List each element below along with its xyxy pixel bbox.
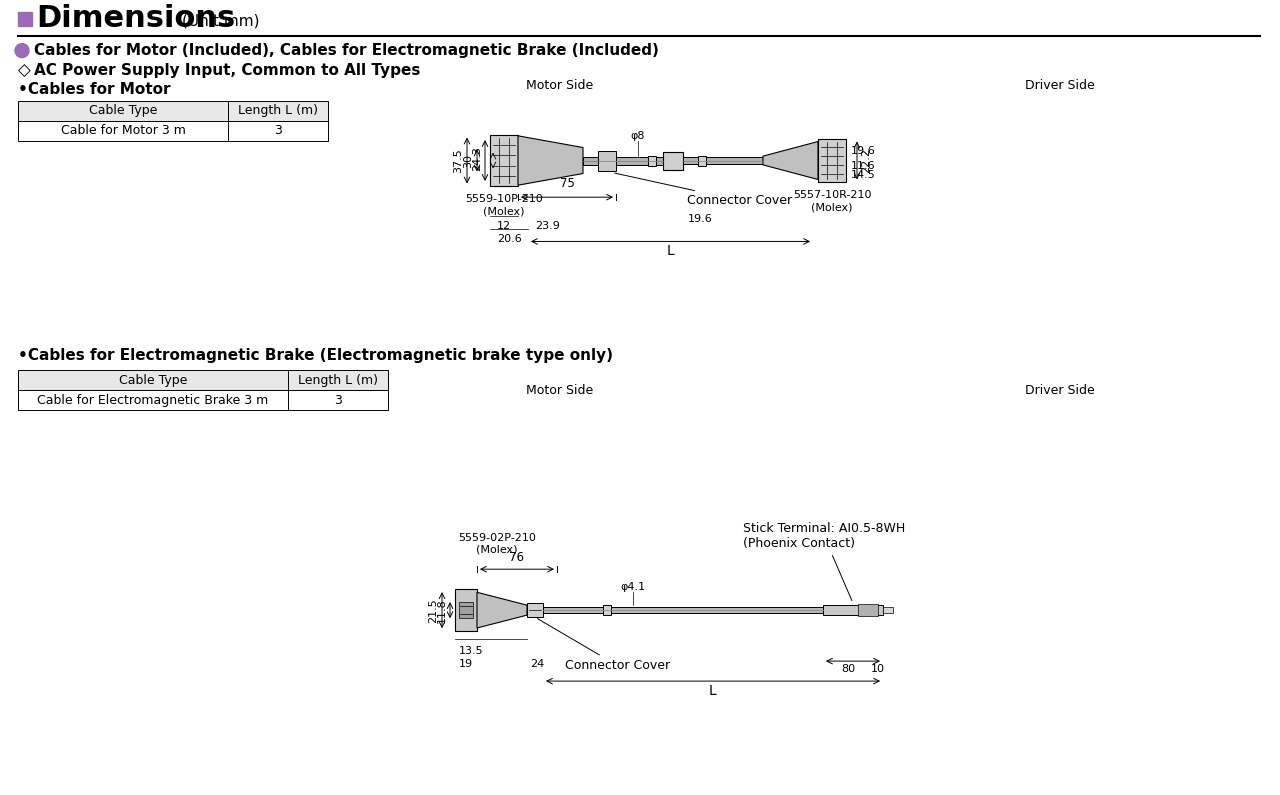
Bar [598,150,616,170]
Bar [454,589,477,631]
Bar [543,607,823,613]
Text: 3: 3 [274,124,282,137]
Text: 22.2: 22.2 [861,148,870,173]
Bar [18,121,328,141]
Bar [527,603,543,617]
Text: 11.6: 11.6 [851,161,876,170]
Bar [883,607,893,613]
Bar [490,134,518,187]
Bar [18,390,388,410]
Text: 5557-10R-210
(Molex): 5557-10R-210 (Molex) [792,191,872,212]
Text: 5559-02P-210
(Molex): 5559-02P-210 (Molex) [458,533,536,554]
Text: 20.6: 20.6 [497,235,521,244]
Text: 5559-10P-210
(Molex): 5559-10P-210 (Molex) [465,195,543,216]
Bar [698,156,707,165]
Bar [823,605,883,615]
Bar [18,12,32,25]
Text: 19.6: 19.6 [689,215,713,224]
Polygon shape [763,142,818,180]
Bar [818,138,846,183]
Bar [18,100,328,121]
Text: Stick Terminal: AI0.5-8WH
(Phoenix Contact): Stick Terminal: AI0.5-8WH (Phoenix Conta… [742,522,905,600]
Text: •Cables for Motor: •Cables for Motor [18,82,170,97]
Bar [460,602,474,619]
Text: L: L [709,684,717,698]
Text: 75: 75 [559,177,575,190]
Text: ◇: ◇ [18,61,31,80]
Text: Connector Cover: Connector Cover [538,619,671,672]
Text: 76: 76 [509,551,525,564]
Polygon shape [518,136,582,185]
Text: •Cables for Electromagnetic Brake (Electromagnetic brake type only): •Cables for Electromagnetic Brake (Elect… [18,348,613,363]
Bar [582,157,663,165]
Bar [858,604,878,616]
Text: 11.8: 11.8 [436,598,447,622]
Bar [603,605,611,615]
Text: Motor Side: Motor Side [526,79,594,92]
Text: 10: 10 [870,664,884,674]
Text: Cables for Motor (Included), Cables for Electromagnetic Brake (Included): Cables for Motor (Included), Cables for … [35,43,659,58]
Text: 13.5: 13.5 [458,646,484,656]
Text: 24.3: 24.3 [472,146,483,171]
Text: 19.6: 19.6 [851,145,876,156]
Text: Cable Type: Cable Type [119,374,187,387]
Text: 80: 80 [841,664,855,674]
Text: φ8: φ8 [631,130,645,141]
Bar [663,152,684,169]
Bar [18,370,388,390]
Text: (Unit mm): (Unit mm) [182,14,260,28]
Text: Cable for Motor 3 m: Cable for Motor 3 m [60,124,186,137]
Text: 37.5: 37.5 [453,148,463,173]
Text: Length L (m): Length L (m) [298,374,378,387]
Text: Driver Side: Driver Side [1025,384,1094,397]
Text: Motor Side: Motor Side [526,384,594,397]
Text: AC Power Supply Input, Common to All Types: AC Power Supply Input, Common to All Typ… [35,63,420,78]
Bar [684,157,763,164]
Circle shape [15,44,29,57]
Text: φ4.1: φ4.1 [621,582,645,592]
Text: Cable Type: Cable Type [88,104,157,117]
Polygon shape [477,592,527,628]
Text: 30: 30 [463,153,474,168]
Bar [648,156,657,165]
Text: 12: 12 [497,222,511,231]
Text: 14.5: 14.5 [851,170,876,180]
Text: Cable for Electromagnetic Brake 3 m: Cable for Electromagnetic Brake 3 m [37,394,269,407]
Text: Dimensions: Dimensions [36,4,236,33]
Text: 24: 24 [530,659,544,669]
Text: 3: 3 [334,394,342,407]
Text: 21.5: 21.5 [428,598,438,622]
Text: Driver Side: Driver Side [1025,79,1094,92]
Text: 23.9: 23.9 [535,222,561,231]
Text: 19: 19 [460,659,474,669]
Text: Connector Cover: Connector Cover [614,173,792,207]
Text: L: L [667,244,675,258]
Text: Length L (m): Length L (m) [238,104,317,117]
